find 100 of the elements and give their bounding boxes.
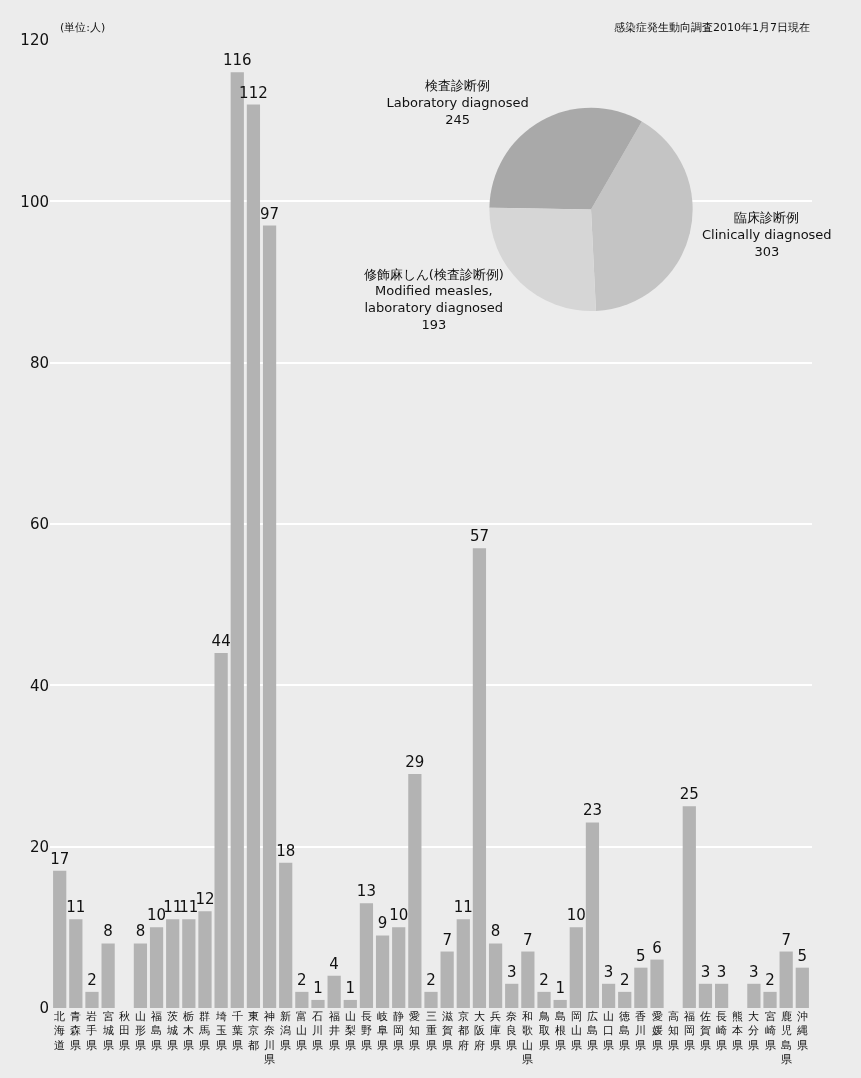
data-label: 97 (260, 204, 280, 223)
x-tick-label: 神奈川県 (264, 1010, 276, 1066)
bar (618, 991, 632, 1008)
x-tick-label: 宮崎県 (764, 1010, 776, 1052)
bar (198, 911, 212, 1008)
bar (424, 991, 438, 1008)
x-tick-label: 沖縄県 (795, 1010, 808, 1052)
x-tick-label: 静岡県 (393, 1010, 405, 1052)
bar (166, 919, 180, 1008)
bar (601, 983, 616, 1008)
x-tick-label: 広島県 (586, 1010, 598, 1052)
data-label: 1 (345, 978, 356, 997)
bar (182, 919, 196, 1008)
data-label: 2 (297, 970, 307, 989)
x-tick-label: 埼玉県 (214, 1010, 227, 1052)
data-label: 303 (754, 244, 780, 260)
data-label: 3 (716, 962, 727, 981)
x-tick-label: 石川県 (312, 1010, 324, 1052)
text: (単位:人) (60, 21, 106, 34)
data-label: 6 (652, 938, 662, 957)
x-tick-label: 愛媛県 (651, 1010, 663, 1052)
x-tick-label: 島根県 (554, 1010, 566, 1052)
slice-label: 臨床診断例 Clinically diagnosed (702, 210, 832, 243)
bar (392, 927, 406, 1008)
data-label: 3 (603, 962, 614, 981)
pie-slice (591, 121, 693, 311)
x-tick-label: 福岡県 (683, 1010, 695, 1052)
x-tick-label: 佐賀県 (699, 1010, 711, 1052)
bar (505, 983, 519, 1008)
x-tick-label: 山形県 (134, 1010, 146, 1052)
x-tick-label: 長野県 (360, 1010, 372, 1052)
bar (327, 975, 341, 1008)
x-tick-label: 徳島県 (619, 1010, 631, 1052)
bar (149, 927, 164, 1008)
text: 感染症発生動向調査2010年1月7日現在 (614, 21, 810, 34)
y-tick-label: 100 (20, 192, 49, 211)
bar (440, 951, 454, 1008)
bar (53, 870, 67, 1008)
bar (262, 225, 277, 1008)
data-label: 2 (87, 970, 97, 989)
data-label: 8 (135, 922, 146, 941)
bar (488, 943, 503, 1008)
x-tick-label: 鳥取県 (537, 1010, 550, 1052)
data-label: 2 (619, 970, 630, 989)
y-tick-label: 60 (29, 515, 49, 534)
bar (682, 806, 696, 1008)
bar (214, 653, 228, 1008)
data-label: 44 (211, 632, 231, 651)
data-label: 245 (445, 111, 471, 127)
bar (85, 991, 99, 1008)
data-label: 57 (469, 527, 489, 546)
x-tick-label: 北海道 (54, 1010, 66, 1052)
x-tick-label: 福島県 (151, 1010, 163, 1052)
x-tick-label: 熊本県 (732, 1010, 744, 1052)
x-tick-label: 福井県 (328, 1010, 340, 1052)
data-label: 5 (797, 946, 808, 965)
bar (343, 999, 357, 1008)
data-label: 13 (356, 882, 376, 901)
x-tick-label: 鹿児島県 (780, 1010, 792, 1066)
bar (634, 967, 648, 1008)
x-tick-label: 長崎県 (716, 1010, 728, 1052)
data-label: 2 (426, 970, 436, 989)
bar (101, 943, 115, 1008)
x-tick-label: 山梨県 (344, 1010, 356, 1052)
x-tick-label: 岐阜県 (377, 1010, 389, 1052)
bar (650, 959, 664, 1008)
data-label: 23 (582, 801, 602, 820)
data-label: 7 (523, 930, 533, 949)
x-tick-label: 高知県 (667, 1010, 679, 1052)
data-label: 11 (66, 898, 86, 917)
data-label: 3 (749, 962, 759, 981)
data-label: 17 (50, 849, 70, 868)
bar (553, 999, 567, 1008)
data-label: 1 (313, 978, 323, 997)
data-label: 2 (539, 970, 549, 989)
data-label: 1 (555, 978, 565, 997)
bar (779, 951, 793, 1008)
x-tick-label: 兵庫県 (490, 1010, 502, 1052)
bar (795, 967, 809, 1008)
y-tick-label: 40 (29, 676, 49, 695)
bar (359, 903, 374, 1008)
x-tick-label: 群馬県 (198, 1010, 211, 1052)
data-label: 8 (103, 922, 113, 941)
bar (521, 951, 535, 1008)
bar (747, 983, 761, 1008)
x-tick-label: 大分県 (748, 1010, 760, 1052)
data-label: 8 (490, 922, 501, 941)
x-tick-label: 大阪府 (473, 1010, 485, 1052)
bar (311, 999, 325, 1008)
bar (133, 943, 148, 1008)
y-tick-label: 20 (29, 837, 49, 856)
bar (408, 774, 422, 1008)
x-tick-label: 東京都 (247, 1010, 259, 1052)
x-tick-label: 香川県 (635, 1010, 647, 1052)
x-tick-label: 青森県 (70, 1010, 82, 1052)
data-label: 116 (222, 51, 252, 70)
x-tick-label: 宮城県 (101, 1010, 114, 1052)
y-tick-label: 120 (20, 31, 49, 50)
slice-label: 検査診断例 Laboratory diagnosed (386, 78, 529, 110)
data-label: 112 (239, 83, 268, 102)
